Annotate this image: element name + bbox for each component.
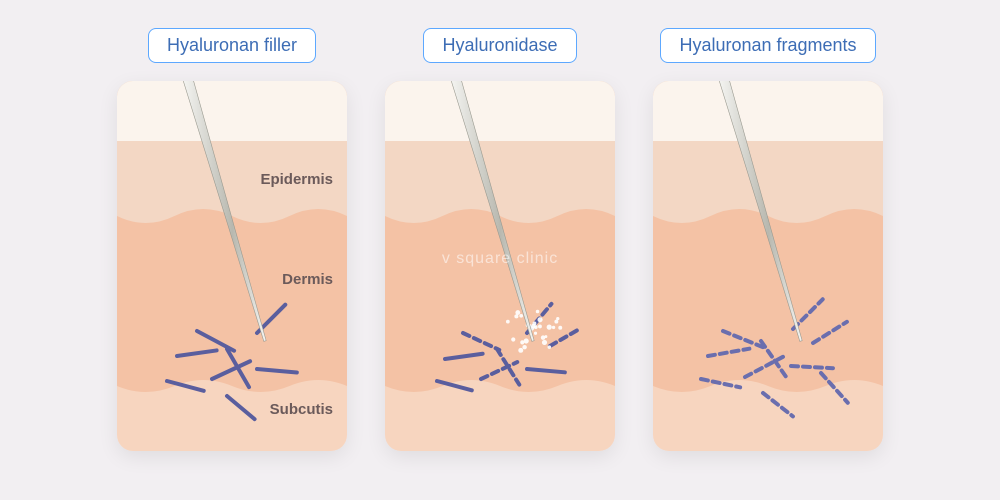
layer-label-subcutis: Subcutis [270,401,333,418]
skin-cross-section-panel: Epidermis Dermis Subcutis [117,81,347,451]
skin-cross-section-panel [653,81,883,451]
panel-wrap: Hyaluronan fragments [653,28,883,451]
layer-label-epidermis: Epidermis [260,171,333,188]
skin-cross-section-panel: v square clinic [385,81,615,451]
panel-title-pill: Hyaluronan fragments [660,28,875,63]
panel-title-pill: Hyaluronan filler [148,28,316,63]
layer-label-dermis: Dermis [282,271,333,288]
panel-title-pill: Hyaluronidase [423,28,576,63]
panel-wrap: Hyaluronidase v square clinic [385,28,615,451]
panel-wrap: Hyaluronan filler Epidermis Dermis Subcutis [117,28,347,451]
